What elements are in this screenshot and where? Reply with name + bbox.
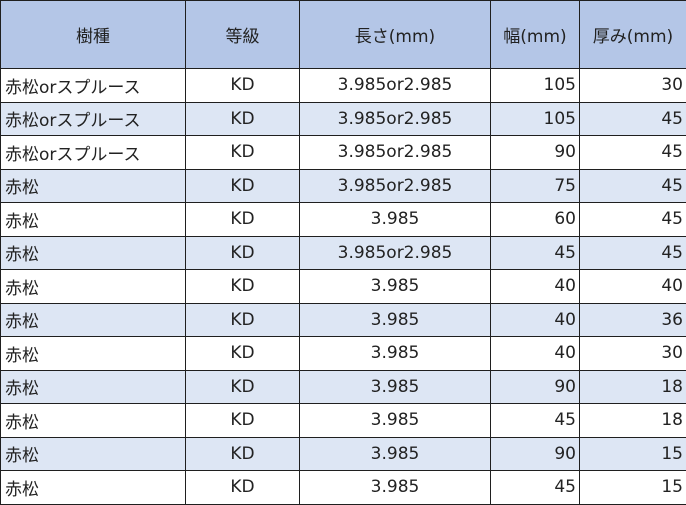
cell-width: 105	[491, 69, 580, 103]
cell-thickness: 45	[580, 102, 686, 136]
cell-length: 3.985or2.985	[300, 169, 491, 203]
table-row: 赤松orスプルース KD 3.985or2.985 90 45	[1, 136, 686, 170]
cell-thickness: 45	[580, 203, 686, 237]
cell-species: 赤松	[1, 236, 186, 270]
header-thickness: 厚み(mm)	[580, 1, 686, 69]
cell-width: 40	[491, 270, 580, 304]
cell-length: 3.985or2.985	[300, 102, 491, 136]
table-header: 樹種 等級 長さ(mm) 幅(mm) 厚み(mm)	[1, 1, 686, 69]
cell-grade: KD	[186, 203, 300, 237]
cell-species: 赤松orスプルース	[1, 136, 186, 170]
cell-species: 赤松	[1, 370, 186, 404]
cell-grade: KD	[186, 69, 300, 103]
cell-length: 3.985or2.985	[300, 136, 491, 170]
cell-width: 40	[491, 337, 580, 371]
cell-grade: KD	[186, 236, 300, 270]
cell-thickness: 18	[580, 370, 686, 404]
cell-length: 3.985	[300, 404, 491, 438]
cell-grade: KD	[186, 303, 300, 337]
cell-grade: KD	[186, 404, 300, 438]
cell-length: 3.985	[300, 370, 491, 404]
cell-width: 105	[491, 102, 580, 136]
table-row: 赤松 KD 3.985 90 18	[1, 370, 686, 404]
cell-grade: KD	[186, 169, 300, 203]
cell-thickness: 15	[580, 471, 686, 505]
cell-thickness: 40	[580, 270, 686, 304]
table-row: 赤松 KD 3.985 40 40	[1, 270, 686, 304]
table-row: 赤松 KD 3.985 40 36	[1, 303, 686, 337]
cell-length: 3.985	[300, 203, 491, 237]
cell-length: 3.985or2.985	[300, 236, 491, 270]
cell-length: 3.985	[300, 437, 491, 471]
table-row: 赤松 KD 3.985 90 15	[1, 437, 686, 471]
cell-width: 45	[491, 471, 580, 505]
table-row: 赤松orスプルース KD 3.985or2.985 105 45	[1, 102, 686, 136]
table-row: 赤松 KD 3.985 45 15	[1, 471, 686, 505]
table-body: 赤松orスプルース KD 3.985or2.985 105 30 赤松orスプル…	[1, 69, 686, 505]
table-row: 赤松 KD 3.985 40 30	[1, 337, 686, 371]
cell-grade: KD	[186, 370, 300, 404]
cell-width: 60	[491, 203, 580, 237]
cell-width: 90	[491, 136, 580, 170]
cell-grade: KD	[186, 437, 300, 471]
cell-species: 赤松	[1, 437, 186, 471]
cell-width: 45	[491, 236, 580, 270]
cell-thickness: 30	[580, 337, 686, 371]
cell-length: 3.985	[300, 471, 491, 505]
cell-species: 赤松	[1, 337, 186, 371]
cell-grade: KD	[186, 337, 300, 371]
table-row: 赤松 KD 3.985 45 18	[1, 404, 686, 438]
cell-width: 45	[491, 404, 580, 438]
table-row: 赤松orスプルース KD 3.985or2.985 105 30	[1, 69, 686, 103]
cell-species: 赤松orスプルース	[1, 69, 186, 103]
cell-grade: KD	[186, 270, 300, 304]
header-row: 樹種 等級 長さ(mm) 幅(mm) 厚み(mm)	[1, 1, 686, 69]
cell-grade: KD	[186, 471, 300, 505]
header-grade: 等級	[186, 1, 300, 69]
header-width: 幅(mm)	[491, 1, 580, 69]
header-length: 長さ(mm)	[300, 1, 491, 69]
table-row: 赤松 KD 3.985or2.985 75 45	[1, 169, 686, 203]
cell-species: 赤松	[1, 169, 186, 203]
cell-species: 赤松orスプルース	[1, 102, 186, 136]
cell-species: 赤松	[1, 471, 186, 505]
cell-species: 赤松	[1, 303, 186, 337]
header-species: 樹種	[1, 1, 186, 69]
cell-length: 3.985	[300, 270, 491, 304]
cell-length: 3.985	[300, 303, 491, 337]
cell-thickness: 45	[580, 136, 686, 170]
cell-species: 赤松	[1, 203, 186, 237]
table-row: 赤松 KD 3.985or2.985 45 45	[1, 236, 686, 270]
cell-thickness: 15	[580, 437, 686, 471]
cell-grade: KD	[186, 102, 300, 136]
cell-width: 90	[491, 437, 580, 471]
table-row: 赤松 KD 3.985 60 45	[1, 203, 686, 237]
cell-width: 75	[491, 169, 580, 203]
cell-length: 3.985or2.985	[300, 69, 491, 103]
cell-thickness: 30	[580, 69, 686, 103]
cell-thickness: 36	[580, 303, 686, 337]
cell-length: 3.985	[300, 337, 491, 371]
cell-species: 赤松	[1, 270, 186, 304]
cell-thickness: 45	[580, 169, 686, 203]
cell-grade: KD	[186, 136, 300, 170]
cell-thickness: 18	[580, 404, 686, 438]
cell-thickness: 45	[580, 236, 686, 270]
cell-width: 40	[491, 303, 580, 337]
cell-width: 90	[491, 370, 580, 404]
cell-species: 赤松	[1, 404, 186, 438]
